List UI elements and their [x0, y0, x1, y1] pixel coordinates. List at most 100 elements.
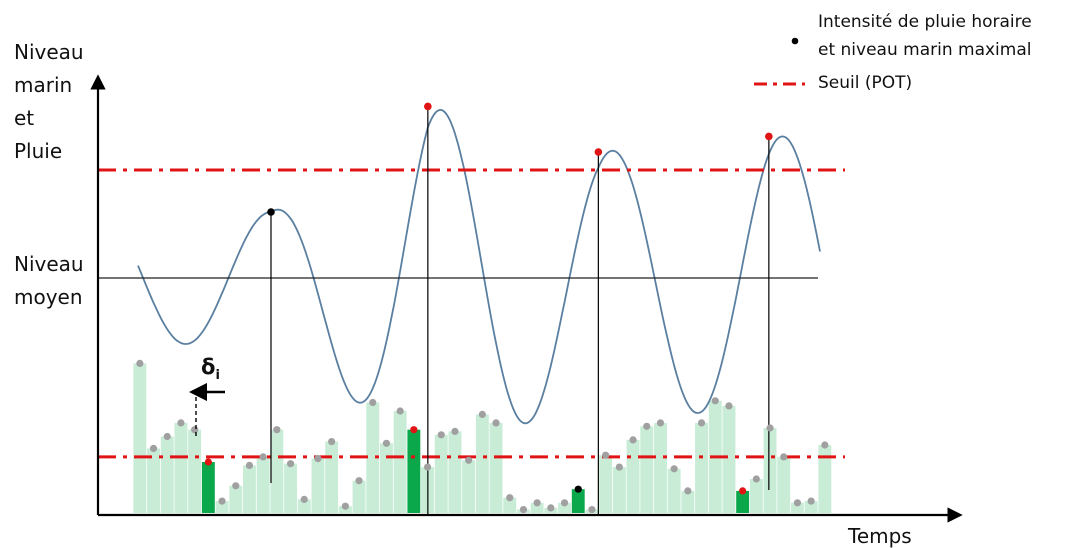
rain-bar: [352, 480, 366, 513]
mean-level-label-line-1: Niveau: [14, 252, 84, 276]
rain-point: [602, 451, 610, 459]
rain-bar: [147, 448, 160, 513]
rain-bar-selected: [736, 490, 750, 513]
rain-point: [437, 431, 445, 439]
rain-bar: [640, 426, 654, 513]
sea-peak-point: [594, 148, 603, 156]
sea-peak-point: [424, 102, 432, 111]
delta-label: δi: [201, 357, 220, 383]
rain-point: [300, 495, 308, 503]
rain-bar: [133, 363, 147, 513]
rain-point: [218, 497, 226, 505]
rain-bar-selected: [201, 462, 215, 513]
rain-point: [369, 398, 377, 407]
rain-point: [328, 438, 336, 446]
rain-point: [697, 419, 706, 427]
rain-point: [766, 424, 774, 432]
rain-bar: [818, 445, 832, 513]
rain-point: [245, 461, 254, 469]
rain-point: [314, 455, 322, 463]
rain-bar: [325, 441, 339, 513]
rain-bar: [380, 443, 393, 513]
rain-bar: [284, 463, 297, 513]
sea-peak-points: [267, 102, 773, 216]
rain-bar: [434, 434, 448, 513]
y-axis-label-line-1: Niveau: [14, 40, 84, 64]
rain-bar: [763, 428, 777, 513]
rain-point: [149, 444, 158, 452]
rain-point: [519, 506, 528, 514]
rain-point: [643, 422, 651, 430]
delta-subscript: i: [215, 368, 220, 383]
rain-point: [780, 453, 788, 461]
rain-bar: [462, 460, 476, 513]
rain-bar: [188, 429, 202, 513]
rain-bar: [749, 479, 763, 513]
rain-bar: [612, 467, 626, 513]
rain-point: [821, 441, 829, 449]
legend-point-marker: [791, 37, 799, 45]
rain-bar: [448, 431, 462, 513]
rain-point: [423, 463, 432, 471]
rain-bar: [654, 422, 667, 513]
legend-point-label-line-2: et niveau marin maximal: [818, 40, 1032, 60]
rain-bar: [160, 436, 174, 513]
rain-point: [465, 456, 473, 464]
sea-curve-group: [137, 108, 821, 425]
rain-bar: [229, 485, 243, 513]
rain-bar: [804, 501, 818, 513]
sea-peak-point: [267, 208, 275, 216]
rain-point: [396, 407, 404, 415]
sea-level-curve: [137, 108, 821, 425]
rain-point: [259, 453, 267, 461]
rain-bar: [489, 422, 503, 513]
rain-point: [752, 475, 760, 483]
y-axis-label-line-3: et: [14, 106, 35, 130]
rain-point: [273, 426, 281, 434]
event-connectors: [270, 106, 770, 515]
rain-point: [506, 494, 514, 502]
rain-point: [670, 465, 678, 473]
rain-bar: [503, 497, 517, 513]
rain-bar: [722, 405, 736, 513]
rain-bar: [393, 411, 407, 513]
rain-bar: [558, 502, 571, 513]
rain-point: [382, 439, 391, 447]
rain-point: [136, 359, 144, 367]
rain-point: [793, 499, 802, 507]
rain-event-point: [574, 485, 582, 493]
rain-point: [547, 504, 555, 512]
rain-point: [533, 499, 541, 507]
rain-bar: [777, 456, 791, 513]
rain-bar: [215, 501, 229, 513]
sea-peak-point: [765, 132, 773, 141]
rain-event-point: [410, 426, 418, 434]
rain-point: [286, 460, 295, 468]
rain-point: [451, 427, 459, 435]
rain-bar: [695, 422, 708, 513]
rain-point: [711, 397, 719, 405]
rain-event-point: [739, 487, 747, 495]
rain-bar: [791, 502, 804, 513]
rain-bar: [599, 455, 613, 513]
rain-bar: [256, 456, 270, 513]
rain-points-group: [136, 359, 829, 514]
rain-point: [191, 426, 199, 434]
rain-bar: [311, 458, 325, 513]
y-axis-label-line-4: Pluie: [14, 139, 63, 163]
rain-point: [355, 477, 363, 485]
rain-bar: [297, 499, 311, 513]
rain-event-point: [204, 458, 212, 466]
rain-bars-group: [133, 363, 832, 513]
mean-level-label-line-2: moyen: [14, 285, 83, 309]
rain-point: [177, 419, 185, 427]
rain-point: [656, 419, 665, 427]
rain-bar: [366, 402, 380, 513]
y-axis-label-line-2: marin: [14, 73, 73, 97]
rain-bar: [475, 414, 489, 513]
rain-bar: [626, 439, 640, 513]
rain-point: [492, 419, 500, 427]
rain-point: [725, 402, 733, 410]
rain-bar: [174, 422, 188, 513]
